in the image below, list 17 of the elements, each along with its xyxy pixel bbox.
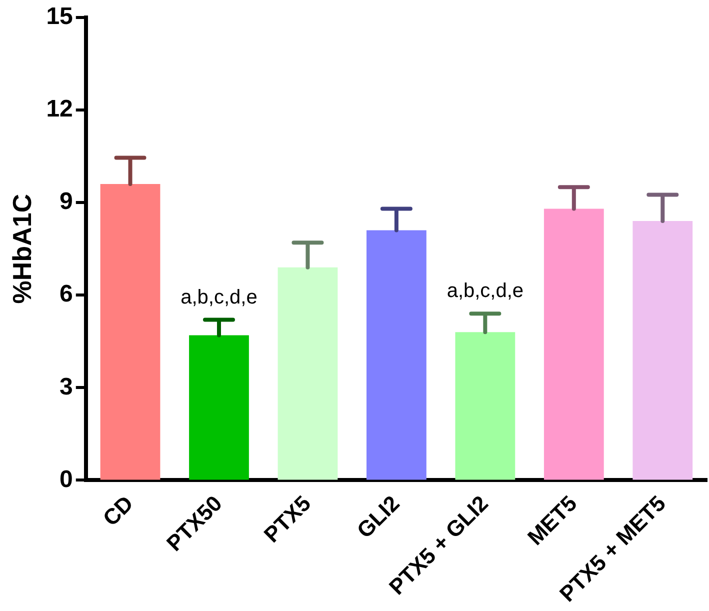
bar [278, 267, 338, 480]
bar [366, 230, 426, 480]
bar [189, 335, 249, 480]
y-tick-label: 3 [60, 373, 73, 400]
bar [455, 332, 516, 480]
bar [632, 221, 693, 480]
annotation: a,b,c,d,e [446, 280, 524, 302]
x-tick-label: CD [98, 490, 138, 531]
y-tick-label: 6 [60, 280, 73, 308]
y-tick-label: 15 [46, 3, 73, 30]
y-tick-label: 12 [46, 96, 73, 123]
bar [100, 184, 160, 480]
y-tick-label: 0 [60, 466, 73, 493]
y-tick-label: 9 [60, 188, 73, 216]
bar [544, 208, 604, 480]
y-axis-title: %HbA1C [6, 194, 37, 304]
annotation: a,b,c,d,e [180, 286, 258, 308]
